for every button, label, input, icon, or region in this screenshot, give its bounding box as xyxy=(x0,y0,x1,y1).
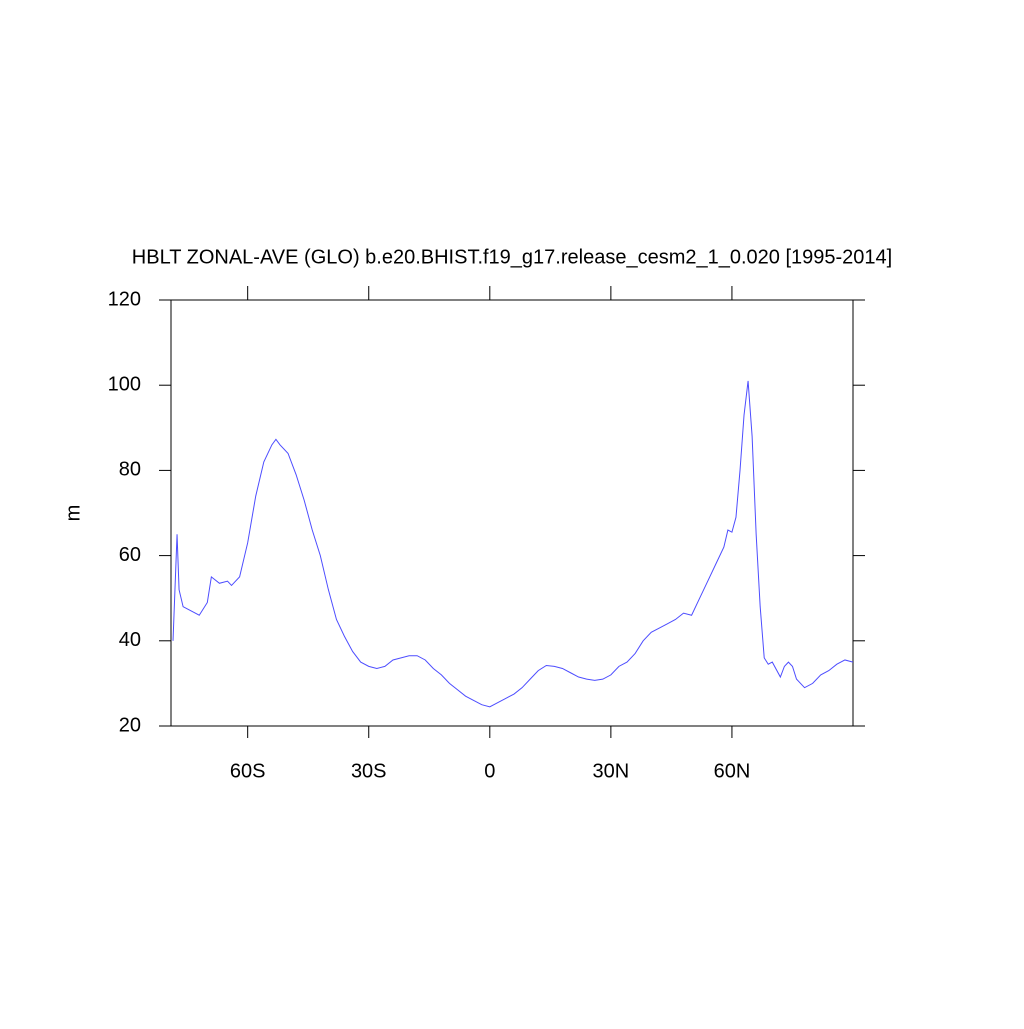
y-tick-label: 120 xyxy=(108,288,141,310)
x-tick-label: 60S xyxy=(230,760,266,782)
y-tick-label: 40 xyxy=(119,629,141,651)
y-tick-label: 100 xyxy=(108,373,141,395)
x-tick-label: 0 xyxy=(484,760,495,782)
x-tick-label: 30N xyxy=(593,760,630,782)
y-axis-label: m xyxy=(62,505,84,522)
x-tick-label: 30S xyxy=(351,760,387,782)
y-tick-label: 80 xyxy=(119,459,141,481)
x-tick-label: 60N xyxy=(714,760,751,782)
chart-title: HBLT ZONAL-AVE (GLO) b.e20.BHIST.f19_g17… xyxy=(132,246,892,268)
y-tick-label: 60 xyxy=(119,544,141,566)
y-tick-label: 20 xyxy=(119,714,141,736)
plot-frame xyxy=(170,299,854,727)
data-line xyxy=(172,380,854,708)
